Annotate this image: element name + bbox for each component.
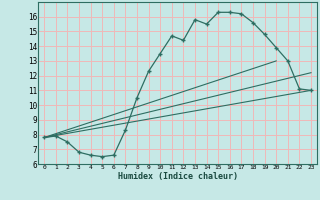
X-axis label: Humidex (Indice chaleur): Humidex (Indice chaleur) [118, 172, 238, 181]
